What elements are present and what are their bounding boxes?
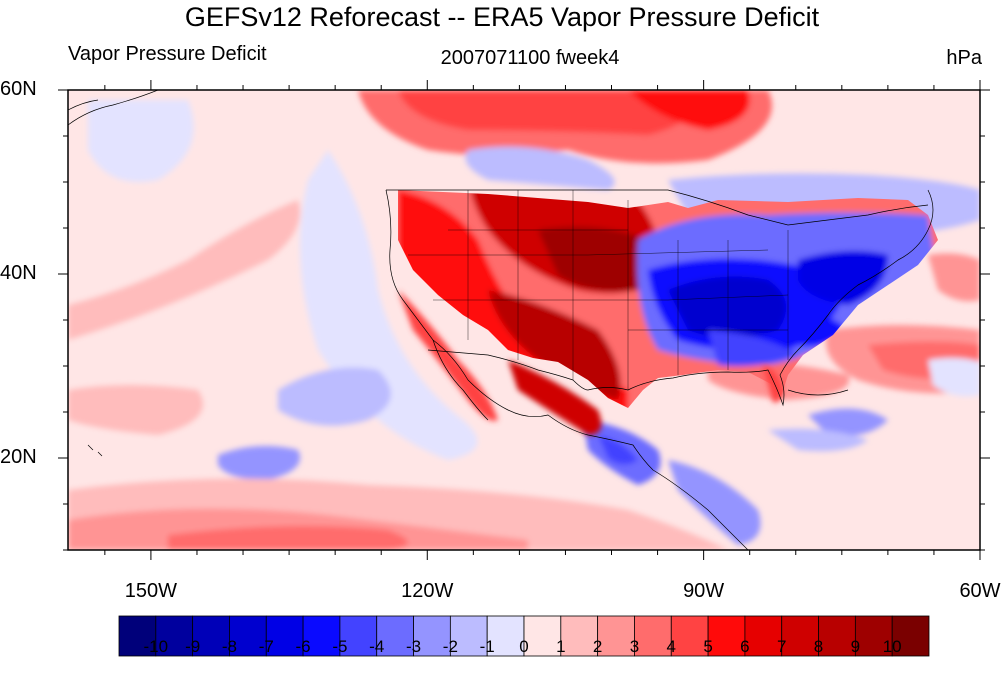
lon-label: 60W [959, 580, 1001, 602]
lon-label: 120W [401, 580, 454, 602]
colorbar-tick-label: 8 [813, 637, 824, 656]
lat-label: 20N [0, 446, 37, 468]
colorbar-tick-label: -2 [442, 637, 458, 656]
colorbar-tick-label: -10 [143, 637, 169, 656]
lat-label: 60N [0, 78, 37, 100]
variable-label: Vapor Pressure Deficit [68, 43, 267, 65]
colorbar-tick-label: -4 [369, 637, 385, 656]
colorbar-tick-label: 3 [629, 637, 640, 656]
colorbar-tick-label: -1 [479, 637, 495, 656]
lat-label: 40N [0, 262, 37, 284]
vpd-field-map [68, 90, 980, 550]
colorbar-tick-label: -6 [295, 637, 311, 656]
colorbar-tick-label: -7 [258, 637, 274, 656]
colorbar-tick-label: 6 [740, 637, 750, 656]
colorbar-tick-label: 7 [776, 637, 787, 656]
forecast-time-label: 2007071100 fweek4 [440, 47, 620, 69]
map-title: GEFSv12 Reforecast -- ERA5 Vapor Pressur… [184, 2, 820, 32]
colorbar-tick-label: 2 [592, 637, 603, 656]
colorbar-tick-label: 10 [882, 637, 902, 656]
map-panel [68, 90, 980, 550]
colorbar-tick-label: -8 [221, 637, 238, 656]
colorbar-tick-label: -9 [185, 637, 201, 656]
lon-label: 150W [124, 580, 178, 602]
colorbar-tick-label: 4 [666, 637, 676, 656]
colorbar-tick-label: 1 [556, 637, 566, 656]
colorbar-tick-label: -5 [332, 637, 348, 656]
colorbar-tick-label: -3 [405, 637, 422, 656]
lon-label: 90W [683, 580, 725, 602]
colorbar-tick-label: 0 [519, 637, 529, 656]
colorbar-tick-label: 9 [850, 637, 861, 656]
colorbar-tick-label: 5 [703, 637, 713, 656]
units-label: hPa [946, 47, 982, 69]
